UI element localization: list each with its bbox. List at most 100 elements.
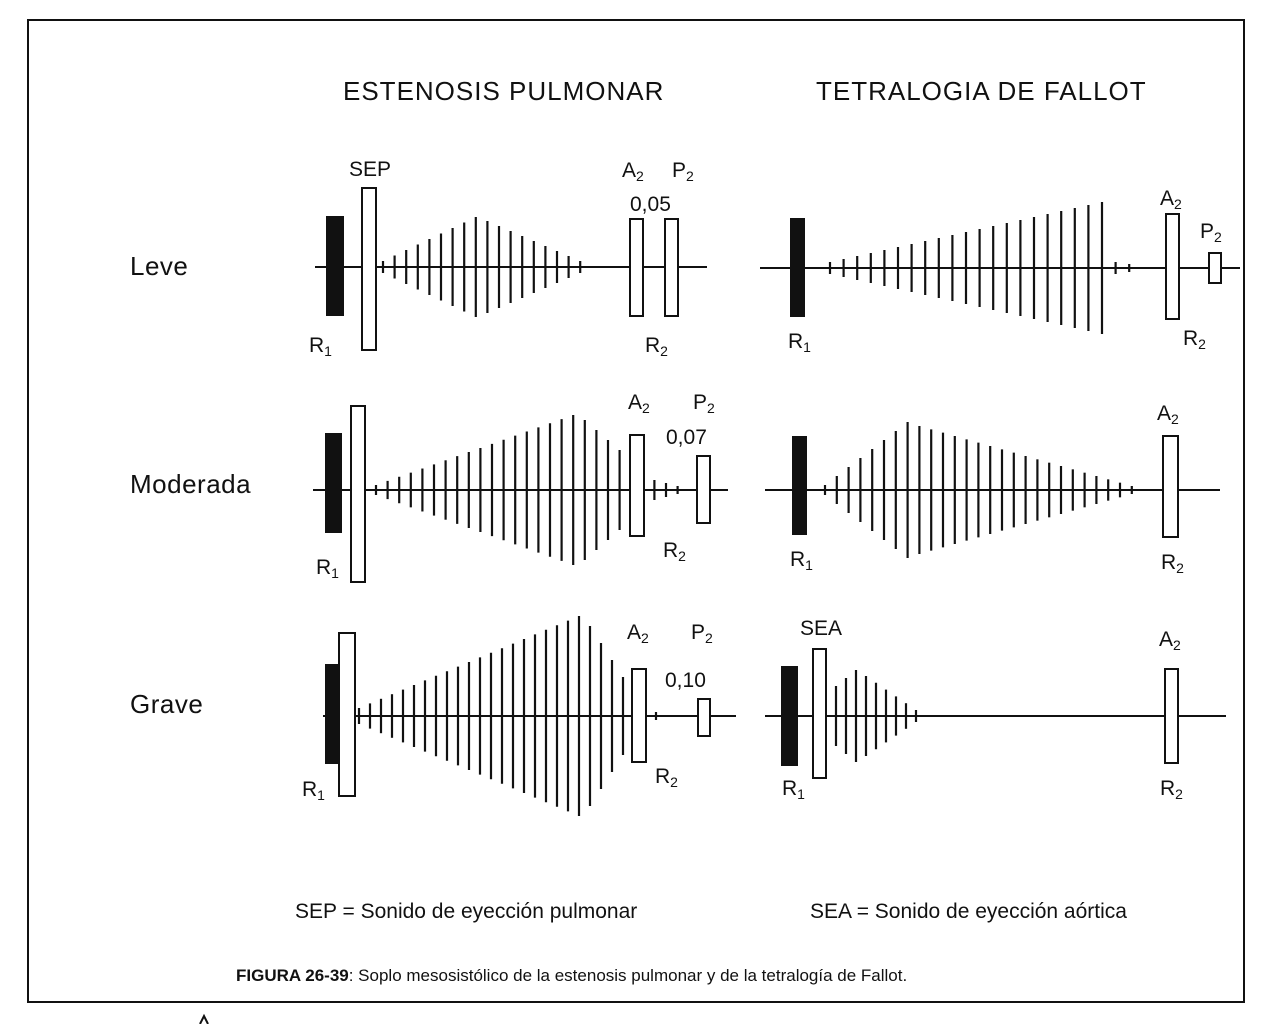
r1-subscript: 1 bbox=[803, 339, 811, 355]
s1-sound-bar bbox=[325, 664, 340, 764]
r2-letter: R bbox=[663, 539, 678, 562]
r1-label: R1 bbox=[309, 334, 332, 359]
p2-label: P2 bbox=[1200, 220, 1222, 245]
panel-ep-grave: A2 P2 0,10 R1 R2 bbox=[302, 616, 736, 816]
p2-label: P2 bbox=[672, 159, 694, 184]
p2-letter: P bbox=[691, 621, 705, 644]
row-label-leve: Leve bbox=[130, 251, 188, 281]
panel-tf-moderada: A2 R1 R2 bbox=[765, 402, 1220, 576]
column-title-left: ESTENOSIS PULMONAR bbox=[343, 76, 664, 106]
a2-subscript: 2 bbox=[1174, 196, 1182, 212]
r1-label: R1 bbox=[782, 777, 805, 802]
a2-subscript: 2 bbox=[1171, 411, 1179, 427]
r1-subscript: 1 bbox=[805, 557, 813, 573]
p2-label: P2 bbox=[691, 621, 713, 646]
interval-label: 0,07 bbox=[666, 426, 707, 449]
p2-letter: P bbox=[672, 159, 686, 182]
figure-frame bbox=[27, 19, 1245, 1003]
r1-letter: R bbox=[790, 548, 805, 571]
a2-label: A2 bbox=[622, 159, 644, 184]
a2-sound-bar bbox=[1162, 435, 1179, 538]
caption-label: FIGURA 26-39 bbox=[236, 966, 349, 985]
r1-label: R1 bbox=[788, 330, 811, 355]
a2-letter: A bbox=[622, 159, 636, 182]
panel-ep-leve: SEP A2 P2 0,05 R1 R2 bbox=[309, 158, 707, 359]
row-label-moderada: Moderada bbox=[130, 469, 251, 499]
murmur-tf-moderada bbox=[823, 422, 1133, 558]
r1-subscript: 1 bbox=[331, 565, 339, 581]
r2-label: R2 bbox=[655, 765, 678, 790]
p2-sound-bar bbox=[697, 698, 711, 737]
p2-letter: P bbox=[1200, 220, 1214, 243]
a2-subscript: 2 bbox=[636, 168, 644, 184]
a2-label: A2 bbox=[1159, 628, 1181, 653]
murmur-ep-leve bbox=[381, 217, 582, 317]
r2-letter: R bbox=[1160, 777, 1175, 800]
interval-label: 0,05 bbox=[630, 193, 671, 216]
s1-sound-bar bbox=[792, 436, 807, 535]
murmur-ep-grave bbox=[357, 616, 658, 816]
r2-letter: R bbox=[1183, 327, 1198, 350]
ejection-sound-bar bbox=[812, 648, 827, 779]
p2-subscript: 2 bbox=[1214, 229, 1222, 245]
r2-label: R2 bbox=[1160, 777, 1183, 802]
r1-subscript: 1 bbox=[317, 787, 325, 803]
r1-subscript: 1 bbox=[324, 343, 332, 359]
r2-subscript: 2 bbox=[660, 343, 668, 359]
p2-subscript: 2 bbox=[705, 630, 713, 646]
p2-subscript: 2 bbox=[707, 400, 715, 416]
r2-label: R2 bbox=[663, 539, 686, 564]
a2-sound-bar bbox=[631, 668, 647, 763]
ejection-sound-bar bbox=[350, 405, 366, 583]
r2-subscript: 2 bbox=[670, 774, 678, 790]
r1-letter: R bbox=[302, 778, 317, 801]
a2-sound-bar bbox=[629, 218, 644, 317]
a2-letter: A bbox=[1159, 628, 1173, 651]
p2-letter: P bbox=[693, 391, 707, 414]
a2-label: A2 bbox=[627, 621, 649, 646]
r2-subscript: 2 bbox=[1176, 560, 1184, 576]
s1-sound-bar bbox=[781, 666, 798, 766]
a2-subscript: 2 bbox=[1173, 637, 1181, 653]
r1-letter: R bbox=[316, 556, 331, 579]
panel-ep-moderada: A2 P2 0,07 R1 R2 bbox=[313, 391, 728, 583]
a2-letter: A bbox=[628, 391, 642, 414]
r1-subscript: 1 bbox=[797, 786, 805, 802]
r2-letter: R bbox=[1161, 551, 1176, 574]
a2-letter: A bbox=[627, 621, 641, 644]
a2-letter: A bbox=[1160, 187, 1174, 210]
p2-sound-bar bbox=[1208, 252, 1222, 284]
sep-label: SEP bbox=[349, 158, 391, 181]
p2-sound-bar bbox=[696, 455, 711, 524]
a2-sound-bar bbox=[629, 434, 645, 537]
p2-subscript: 2 bbox=[686, 168, 694, 184]
column-title-right: TETRALOGIA DE FALLOT bbox=[816, 76, 1147, 106]
r2-subscript: 2 bbox=[1175, 786, 1183, 802]
r1-letter: R bbox=[309, 334, 324, 357]
legend-sea: SEA = Sonido de eyección aórtica bbox=[810, 900, 1127, 923]
r2-label: R2 bbox=[645, 334, 668, 359]
a2-letter: A bbox=[1157, 402, 1171, 425]
r2-label: R2 bbox=[1183, 327, 1206, 352]
page-mark bbox=[199, 1013, 209, 1024]
ejection-sound-bar bbox=[338, 632, 356, 797]
p2-label: P2 bbox=[693, 391, 715, 416]
r2-letter: R bbox=[655, 765, 670, 788]
r2-subscript: 2 bbox=[1198, 336, 1206, 352]
r1-label: R1 bbox=[302, 778, 325, 803]
a2-sound-bar bbox=[1165, 213, 1180, 320]
r1-label: R1 bbox=[316, 556, 339, 581]
murmur-tf-leve bbox=[828, 202, 1131, 334]
panel-tf-grave: SEA A2 R1 R2 bbox=[765, 617, 1226, 802]
panel-tf-leve: A2 P2 R1 R2 bbox=[760, 187, 1240, 355]
r1-label: R1 bbox=[790, 548, 813, 573]
interval-label: 0,10 bbox=[665, 669, 706, 692]
r1-letter: R bbox=[788, 330, 803, 353]
caption-text: : Soplo mesosistólico de la estenosis pu… bbox=[349, 966, 907, 985]
figure-caption: FIGURA 26-39: Soplo mesosistólico de la … bbox=[236, 966, 907, 985]
a2-subscript: 2 bbox=[641, 630, 649, 646]
ejection-sound-bar bbox=[361, 187, 377, 351]
a2-label: A2 bbox=[1160, 187, 1182, 212]
a2-label: A2 bbox=[628, 391, 650, 416]
